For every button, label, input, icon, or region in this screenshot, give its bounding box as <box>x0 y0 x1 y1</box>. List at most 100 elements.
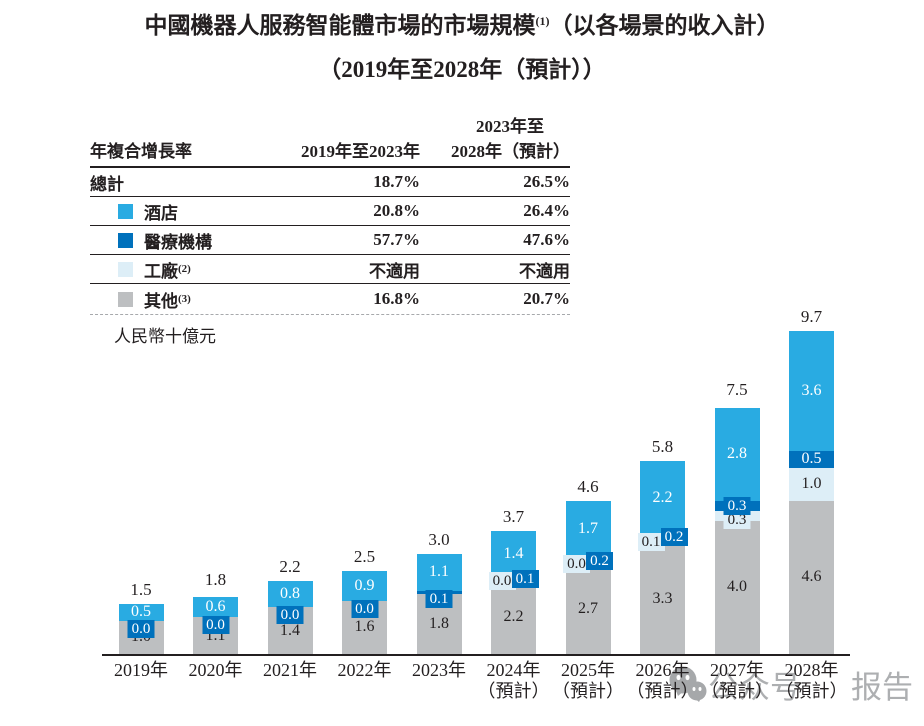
segment-value-chip: 0.0 <box>276 606 304 625</box>
segment-value-label: 1.0 <box>801 475 822 493</box>
row-label-cell: 醫療機構 <box>90 228 290 253</box>
segment-value-label: 4.6 <box>801 568 822 586</box>
cagr-value-2023-2028: 26.5% <box>523 172 570 191</box>
bar-total-label: 4.6 <box>577 476 599 496</box>
stacked-bar-chart: 1.00.00.51.51.10.00.61.81.40.00.82.21.60… <box>102 307 850 656</box>
bar-total-label: 2.5 <box>353 546 376 566</box>
segment-value-chip: 0.0 <box>351 599 378 618</box>
legend-swatch <box>118 232 133 248</box>
legend-swatch <box>118 203 133 219</box>
row-label-cell: 酒店 <box>90 199 290 224</box>
segment-value-chip: 0.0 <box>488 571 516 590</box>
cagr-value-2019-2023: 16.8% <box>373 289 420 308</box>
x-axis-label: 2025年 （預計） <box>552 660 624 701</box>
bar-total-label: 3.0 <box>428 530 450 550</box>
watermark-text-left: 公众号 <box>708 669 801 705</box>
bar-total-label: 1.5 <box>130 580 152 600</box>
bar-total-label: 9.7 <box>800 307 823 326</box>
x-axis-label: 2027年 （預計） <box>701 660 773 701</box>
segment-酒店 <box>565 500 611 558</box>
x-axis-label: 2028年 （預計） <box>775 660 848 701</box>
segment-酒店 <box>267 580 313 608</box>
x-axis-label: 2019年 <box>114 660 168 680</box>
segment-value-chip: 0.2 <box>660 528 688 547</box>
segment-value-chip: 0.1 <box>425 589 453 608</box>
segment-value-chip: 0.3 <box>723 496 751 515</box>
segment-其他 <box>640 544 685 654</box>
segment-value-chip: 0.1 <box>637 533 665 552</box>
legend-swatch <box>118 261 133 277</box>
segment-value-label: 0.9 <box>354 576 375 594</box>
table-row: 總計 18.7% 26.5% <box>90 168 570 197</box>
cagr-header-period1: 2019年至2023年 <box>301 142 420 161</box>
table-row: 其他 (3) 16.8% 20.7% <box>90 284 570 315</box>
cagr-table: 年複合增長率 2019年至2023年 2023年至 2028年（預計） 總計 18… <box>90 112 570 315</box>
row-label-cell: 工廠 (2) <box>90 257 290 282</box>
row-label-cell: 總計 <box>90 170 290 195</box>
segment-value-label: 0.8 <box>280 585 300 603</box>
segment-value-chip: 0.0 <box>127 619 155 638</box>
segment-其他 <box>565 564 611 654</box>
x-axis-label: 2023年 <box>412 660 466 680</box>
bar-total-label: 1.8 <box>204 570 227 590</box>
row-label: 總計 <box>90 174 124 194</box>
cagr-header-period2: 2023年至 2028年（預計） <box>451 117 570 161</box>
page-title: 中國機器人服務智能體市場的市場規模(1)（以各場景的收入計） （2019年至20… <box>0 6 924 85</box>
cagr-value-2019-2023: 20.8% <box>373 201 420 220</box>
segment-酒店 <box>491 530 536 578</box>
segment-value-label: 1.6 <box>354 618 375 636</box>
segment-酒店 <box>789 331 834 451</box>
segment-value-label: 0.6 <box>205 598 226 616</box>
bar-total-label: 7.5 <box>726 380 748 400</box>
segment-value-label: 3.6 <box>801 381 822 399</box>
segment-value-label: 1.1 <box>429 563 449 581</box>
segment-酒店 <box>342 570 387 601</box>
x-axis-label: 2026年 （預計） <box>626 660 699 701</box>
cagr-header-label: 年複合增長率 <box>90 142 192 161</box>
segment-酒店 <box>640 460 685 535</box>
x-axis-label: 2024年 （預計） <box>477 660 550 701</box>
x-axis-label: 2021年 <box>263 660 317 680</box>
segment-value-label: 1.4 <box>280 621 300 639</box>
legend-swatch <box>118 291 133 307</box>
segment-醫療機構 <box>789 450 834 468</box>
watermark: 公众号 报告 <box>668 662 924 706</box>
segment-value-label: 3.3 <box>652 590 673 608</box>
cagr-value-2019-2023: 18.7% <box>373 172 420 191</box>
title-line-1: 中國機器人服務智能體市場的市場規模(1)（以各場景的收入計） <box>144 13 780 38</box>
footnote-marker-1: (1) <box>535 14 550 28</box>
cagr-value-2019-2023: 不適用 <box>369 261 420 281</box>
row-label: 醫療機構 <box>144 232 212 252</box>
x-axis-labels: 2019年 2020年 2021年 2022年 2023年 2024年 （預計） 2025年（… <box>102 660 850 712</box>
segment-其他 <box>714 520 760 654</box>
row-label-cell: 其他 (3) <box>90 287 290 312</box>
table-row: 酒店 20.8% 26.4% <box>90 197 570 226</box>
wechat-icon <box>669 666 707 702</box>
segment-value-label: 2.2 <box>652 488 673 506</box>
axis-unit-label: 人民幣十億元 <box>114 327 216 346</box>
segment-value-chip: 0.1 <box>511 570 539 589</box>
segment-value-label: 1.7 <box>578 520 598 538</box>
table-row: 工廠 (2) 不適用 不適用 <box>90 255 570 284</box>
segment-其他 <box>491 580 536 654</box>
segment-value-label: 2.7 <box>578 600 598 618</box>
segment-value-label: 1.4 <box>503 545 524 563</box>
cagr-value-2023-2028: 不適用 <box>519 261 570 281</box>
footnote-marker: (3) <box>178 293 191 305</box>
cagr-table-header: 年複合增長率 2019年至2023年 2023年至 2028年（預計） <box>90 112 570 168</box>
row-label: 其他 <box>144 291 178 311</box>
segment-酒店 <box>118 604 164 621</box>
segment-工廠 <box>789 467 834 501</box>
row-label: 工廠 <box>144 261 178 281</box>
segment-value-chip: 0.0 <box>563 555 590 574</box>
row-label: 酒店 <box>144 203 178 223</box>
watermark-text-right: 报告 <box>851 669 913 705</box>
segment-酒店 <box>193 597 238 618</box>
segment-value-label: 2.8 <box>727 445 747 463</box>
cagr-table-rows: 總計 18.7% 26.5% 酒店 20.8% 26.4% 醫療機構 57.7% 47.6% 工廠… <box>90 168 570 315</box>
segment-酒店 <box>416 554 462 591</box>
segment-其他 <box>789 500 834 654</box>
segment-value-chip: 0.0 <box>202 616 229 635</box>
segment-value-chip: 0.2 <box>586 551 613 570</box>
